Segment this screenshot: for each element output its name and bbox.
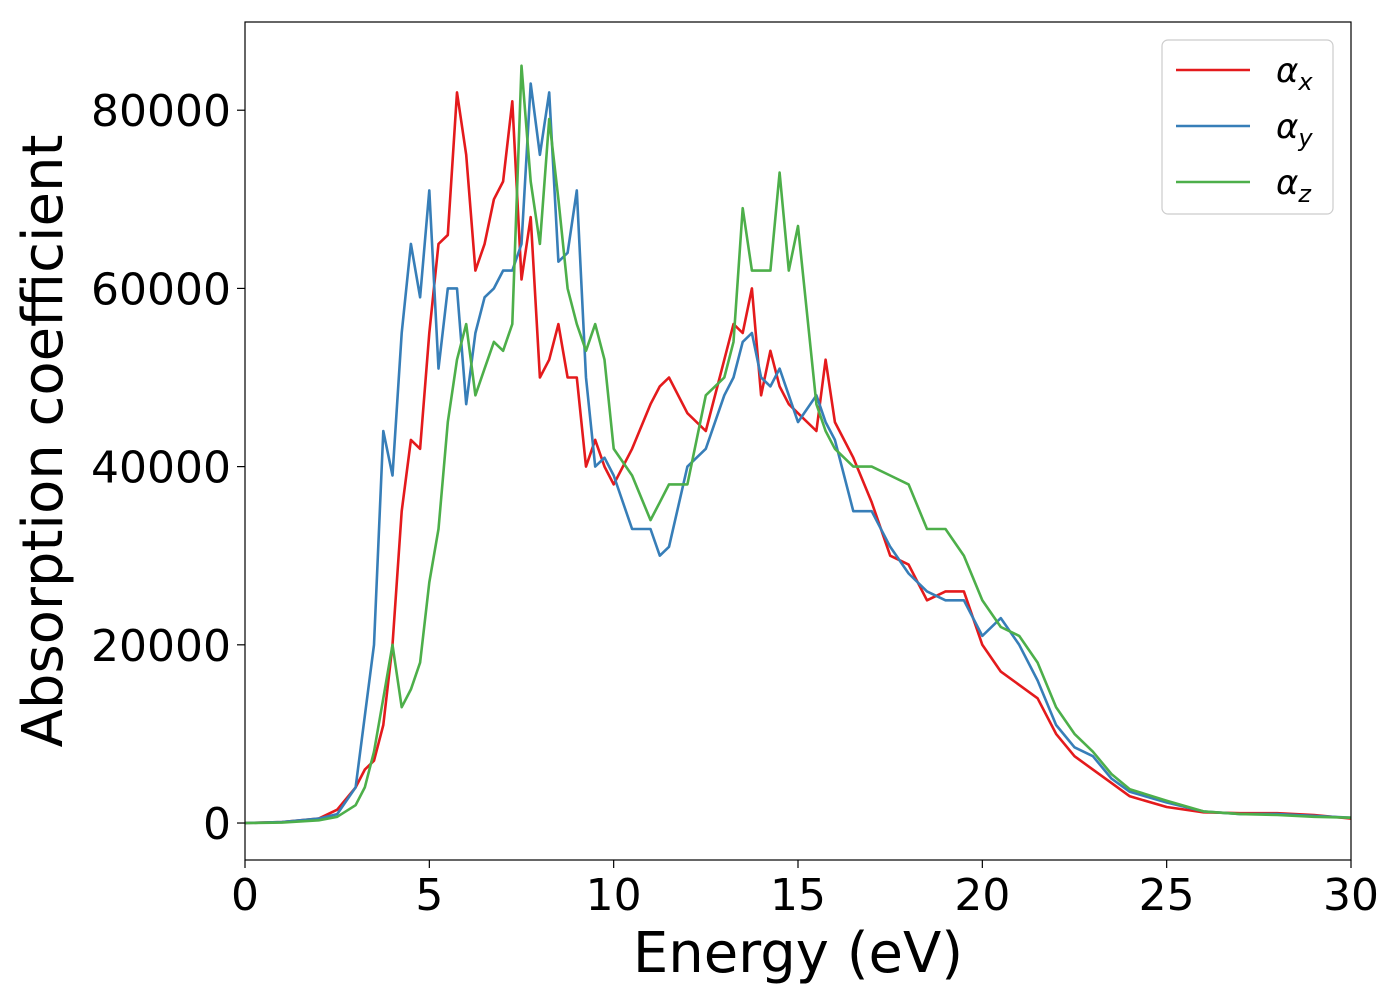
series-line <box>245 91 1351 825</box>
y-tick-label: 60000 <box>91 264 231 315</box>
legend-subscript: x <box>1297 68 1313 96</box>
x-tick-label: 15 <box>770 870 826 921</box>
x-axis-label: Energy (eV) <box>633 921 963 986</box>
x-tick-label: 10 <box>586 870 642 921</box>
legend-subscript: z <box>1297 180 1312 208</box>
legend-label: αy <box>1276 107 1313 152</box>
y-tick-label: 20000 <box>91 621 231 672</box>
x-tick-label: 0 <box>231 870 259 921</box>
x-tick-label: 5 <box>415 870 443 921</box>
series-line <box>245 82 1351 825</box>
x-tick-label: 20 <box>954 870 1010 921</box>
y-axis-label: Absorption coefficient <box>11 135 76 748</box>
y-tick-label: 80000 <box>91 86 231 137</box>
plot-frame <box>244 21 1352 861</box>
x-tick-label: 30 <box>1323 870 1379 921</box>
y-tick-label: 0 <box>203 799 231 850</box>
x-tick-label: 25 <box>1139 870 1195 921</box>
legend-subscript: y <box>1297 124 1313 152</box>
y-tick-label: 40000 <box>91 443 231 494</box>
series-line <box>245 64 1351 825</box>
legend-label: αx <box>1276 51 1313 96</box>
